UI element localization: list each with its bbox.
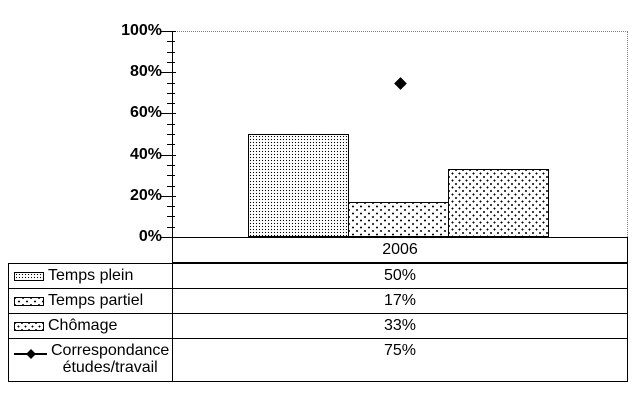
series-label: Temps plein xyxy=(48,267,134,284)
y-minor-tick xyxy=(167,52,175,53)
legend-key-cell: Temps plein xyxy=(9,264,173,288)
y-axis-tick-label: 60% xyxy=(129,104,162,121)
y-minor-tick xyxy=(167,124,175,125)
dense-dots-swatch-icon xyxy=(14,271,44,281)
category-label: 2006 xyxy=(382,241,418,258)
y-minor-tick xyxy=(167,62,175,63)
series-label: Temps partiel xyxy=(48,292,144,309)
y-minor-tick xyxy=(167,103,175,104)
y-minor-tick xyxy=(167,175,175,176)
y-minor-tick xyxy=(167,41,175,42)
y-minor-tick xyxy=(167,134,175,135)
y-axis-tick-label: 20% xyxy=(129,187,162,204)
y-axis-tick-label: 40% xyxy=(129,146,162,163)
series-value: 50% xyxy=(383,267,417,284)
y-major-tick xyxy=(161,113,176,114)
y-minor-tick xyxy=(167,227,175,228)
y-major-tick xyxy=(161,31,176,32)
y-minor-tick xyxy=(167,165,175,166)
bar-chomage xyxy=(448,169,549,237)
diagonal-dots-swatch-icon xyxy=(14,321,44,331)
y-minor-tick xyxy=(167,206,175,207)
legend-key-cell: Chômage xyxy=(9,314,173,338)
legend-key-cell: Correspondance études/travail xyxy=(9,339,173,381)
y-axis-tick-label: 100% xyxy=(121,22,162,39)
diamond-marker-icon xyxy=(25,349,36,359)
y-major-tick xyxy=(161,155,176,156)
data-table: Temps plein 50% Temps partiel 17% Chômag… xyxy=(8,263,628,382)
series-label: Chômage xyxy=(48,317,118,334)
scatter-marks-swatch-icon xyxy=(14,296,44,306)
y-minor-tick xyxy=(167,93,175,94)
y-minor-tick xyxy=(167,216,175,217)
y-minor-tick xyxy=(167,144,175,145)
table-row-temps-partiel: Temps partiel 17% xyxy=(9,289,627,314)
series-value: 75% xyxy=(383,342,417,359)
table-row-chomage: Chômage 33% xyxy=(9,314,627,339)
line-with-diamond-key-icon xyxy=(14,349,47,359)
y-axis-tick-label: 80% xyxy=(129,63,162,80)
legend-key-cell: Temps partiel xyxy=(9,289,173,313)
y-major-tick xyxy=(161,237,176,238)
y-major-tick xyxy=(161,196,176,197)
category-axis-cell: 2006 xyxy=(172,238,628,263)
series-value: 17% xyxy=(383,292,417,309)
table-row-temps-plein: Temps plein 50% xyxy=(9,264,627,289)
plot-area xyxy=(173,31,628,237)
y-minor-tick xyxy=(167,186,175,187)
y-major-tick xyxy=(161,72,176,73)
bar-temps-plein xyxy=(248,134,349,237)
series-label: Correspondance études/travail xyxy=(51,342,170,376)
bar-temps-partiel xyxy=(348,202,449,237)
y-axis-tick-label: 0% xyxy=(138,228,162,245)
series-value: 33% xyxy=(383,317,417,334)
y-minor-tick xyxy=(167,83,175,84)
x-axis-line xyxy=(172,237,628,238)
table-row-correspondance: Correspondance études/travail 75% xyxy=(9,339,627,381)
